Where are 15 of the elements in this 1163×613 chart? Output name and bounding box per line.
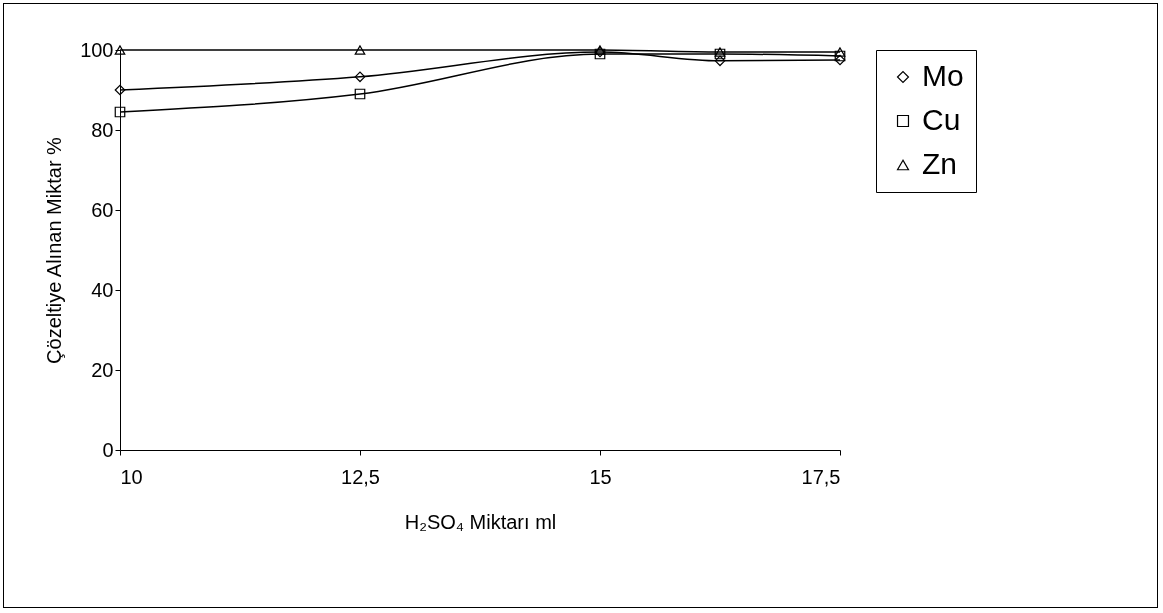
y-axis-title: Çözeltiye Alınan Miktar % <box>43 136 66 364</box>
x-tick-label: 15 <box>589 465 612 488</box>
y-tick-label: 80 <box>91 118 114 141</box>
y-tick-label: 60 <box>91 198 114 221</box>
y-tick-label: 100 <box>80 38 114 61</box>
x-tick-label: 10 <box>120 465 143 488</box>
legend-label: Mo <box>922 59 964 92</box>
x-axis-title: H₂SO₄ Miktarı ml <box>404 510 557 533</box>
y-tick-label: 40 <box>91 278 114 301</box>
x-tick-label: 17,5 <box>801 465 841 488</box>
y-tick-label: 0 <box>102 438 114 461</box>
legend-label: Zn <box>922 147 958 180</box>
x-tick-label: 12,5 <box>341 465 380 488</box>
y-tick-label: 20 <box>91 358 114 381</box>
legend-label: Cu <box>922 103 961 136</box>
